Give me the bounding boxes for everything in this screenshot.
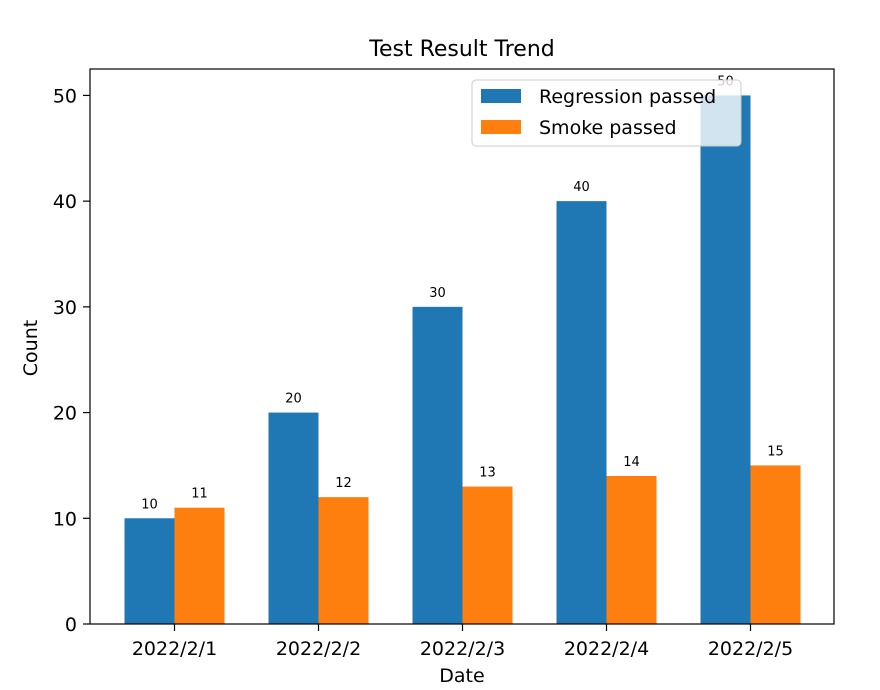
bars-layer bbox=[124, 95, 801, 624]
bar-smoke-3 bbox=[462, 486, 513, 624]
legend-swatch-smoke bbox=[481, 120, 521, 134]
bar-regression-1 bbox=[124, 518, 175, 624]
axes-layer: 0 10 20 30 40 50 2022/2/1 2022/2/2 2022/2/3 2022/… bbox=[53, 68, 835, 660]
x-tick-label: 2022/2/5 bbox=[708, 638, 793, 660]
data-label-regression-4: 40 bbox=[573, 180, 590, 195]
y-tick-label: 0 bbox=[65, 614, 77, 636]
bar-smoke-2 bbox=[318, 497, 369, 624]
y-tick-label: 20 bbox=[53, 403, 77, 425]
data-label-regression-1: 10 bbox=[141, 497, 158, 512]
legend-label-regression: Regression passed bbox=[539, 86, 716, 108]
bar-regression-2 bbox=[268, 412, 319, 624]
y-tick-label: 10 bbox=[53, 508, 77, 530]
data-label-smoke-2: 12 bbox=[335, 476, 352, 491]
legend: Regression passed Smoke passed bbox=[471, 79, 742, 147]
data-label-smoke-5: 15 bbox=[767, 444, 784, 459]
bar-smoke-5 bbox=[750, 465, 801, 624]
bar-regression-3 bbox=[412, 306, 463, 624]
y-tick-label: 40 bbox=[53, 191, 77, 213]
x-tick-label: 2022/2/1 bbox=[132, 638, 217, 660]
bar-smoke-1 bbox=[174, 507, 225, 624]
data-label-smoke-3: 13 bbox=[479, 466, 496, 481]
data-label-regression-3: 30 bbox=[429, 286, 446, 301]
legend-frame bbox=[471, 79, 742, 147]
y-tick-label: 50 bbox=[53, 85, 77, 107]
legend-swatch-regression bbox=[481, 89, 521, 103]
bar-regression-5 bbox=[700, 95, 751, 624]
bar-smoke-4 bbox=[606, 476, 657, 624]
x-tick-label: 2022/2/3 bbox=[420, 638, 505, 660]
data-label-smoke-4: 14 bbox=[623, 455, 640, 470]
data-label-smoke-1: 11 bbox=[191, 487, 208, 502]
legend-label-smoke: Smoke passed bbox=[539, 117, 677, 139]
x-axis-label: Date bbox=[439, 665, 484, 687]
data-label-regression-2: 20 bbox=[285, 392, 302, 407]
bar-regression-4 bbox=[556, 201, 607, 624]
y-axis-label: Count bbox=[20, 320, 42, 376]
y-tick-label: 30 bbox=[53, 297, 77, 319]
x-tick-label: 2022/2/2 bbox=[276, 638, 361, 660]
x-tick-label: 2022/2/4 bbox=[564, 638, 649, 660]
chart-title: Test Result Trend bbox=[368, 37, 555, 62]
